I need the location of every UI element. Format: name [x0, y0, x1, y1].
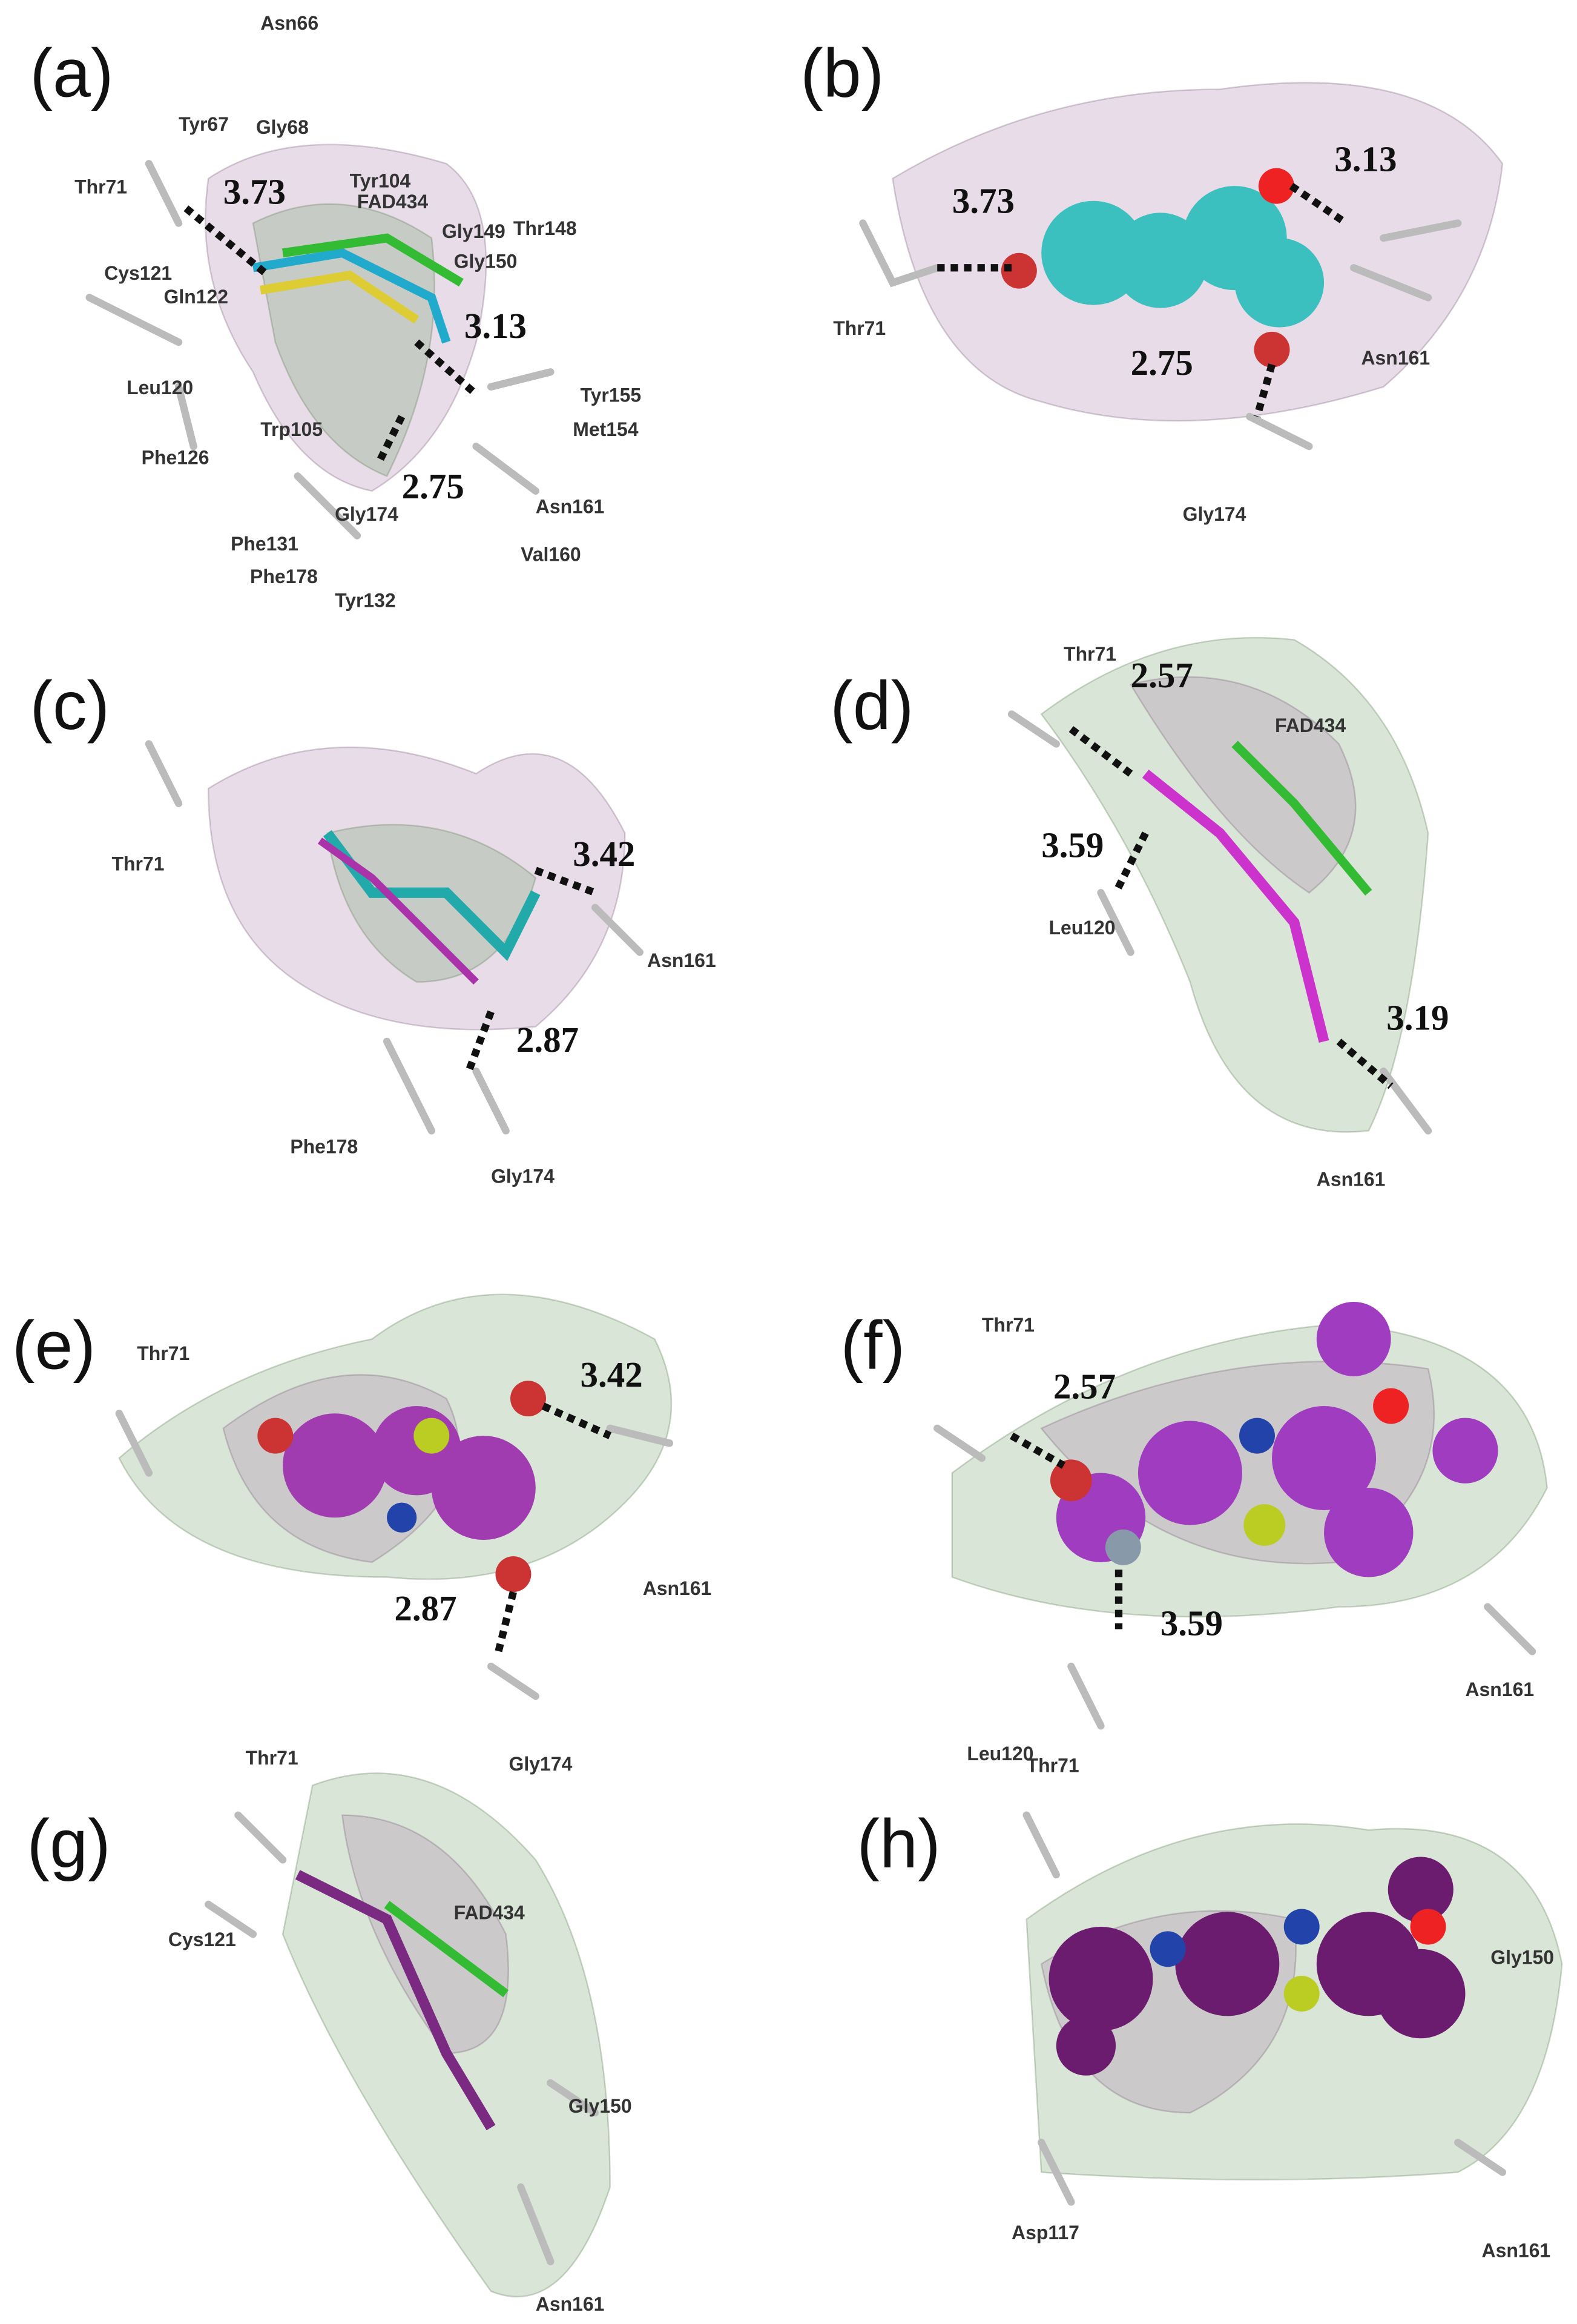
panel-d-art — [1007, 636, 1432, 1135]
residue-label: Val160 — [521, 543, 581, 565]
distance-label: 3.13 — [464, 306, 527, 346]
residue-label: Phe131 — [231, 533, 298, 555]
panel-a-art — [85, 144, 555, 540]
distance-label: 3.42 — [573, 834, 635, 874]
residue-label: Gly150 — [1490, 1946, 1554, 1968]
residue-label: Asn161 — [536, 496, 605, 518]
residue-label: Asn161 — [1482, 2239, 1551, 2261]
panel-g-art — [205, 1772, 611, 2297]
distance-label: 2.87 — [516, 1020, 579, 1060]
residue-label: Asp117 — [1012, 2222, 1079, 2243]
residue-label: Tyr132 — [335, 589, 396, 611]
distance-label: 3.73 — [952, 180, 1015, 220]
residue-label: Tyr155 — [581, 384, 642, 406]
residue-label: Gly150 — [454, 250, 518, 272]
residue-label: Thr71 — [246, 1747, 298, 1769]
residue-label: Tyr104 — [350, 170, 411, 192]
residue-label: Gly174 — [509, 1753, 573, 1775]
panel-label: (b) — [800, 35, 884, 111]
residue-label: Phe178 — [250, 566, 318, 587]
residue-label: Thr71 — [1064, 643, 1116, 665]
residue-label: Gln122 — [164, 286, 229, 308]
residue-label: Asn161 — [1361, 347, 1430, 369]
distance-label: 3.42 — [581, 1355, 643, 1395]
residue-label: Trp105 — [260, 418, 323, 440]
distance-label: 3.73 — [223, 172, 286, 212]
residue-label: Phe178 — [290, 1135, 358, 1157]
residue-label: Leu120 — [967, 1743, 1033, 1764]
distance-label: 2.57 — [1131, 655, 1193, 695]
residue-label: FAD434 — [357, 191, 428, 213]
residue-label: Cys121 — [104, 262, 172, 284]
distance-label: 3.59 — [1041, 825, 1104, 865]
residue-label: Asn161 — [647, 949, 716, 971]
residue-label: FAD434 — [1275, 715, 1346, 736]
residue-label: Thr71 — [137, 1342, 189, 1364]
panel-e-art — [115, 1293, 674, 1700]
residue-label: Leu120 — [1049, 917, 1115, 939]
residue-label: Gly149 — [442, 220, 505, 242]
panel-label: (f) — [840, 1307, 905, 1384]
distance-label: 2.75 — [1131, 343, 1193, 383]
panel-label: (e) — [12, 1307, 96, 1384]
residue-label: Cys121 — [168, 1929, 236, 1950]
panel-label: (d) — [830, 667, 914, 744]
panel-h-art — [1022, 1811, 1563, 2206]
residue-label: Gly174 — [335, 503, 398, 525]
residue-label: Asn161 — [536, 2293, 605, 2315]
residue-label: Thr71 — [982, 1314, 1035, 1336]
distance-label: 2.87 — [394, 1588, 456, 1628]
panel-label: (h) — [857, 1806, 941, 1882]
residue-label: Asn66 — [260, 12, 318, 34]
residue-label: Asn161 — [1317, 1168, 1386, 1190]
residue-label: Leu120 — [127, 377, 193, 398]
residue-label: Asn161 — [1465, 1679, 1534, 1700]
residue-label: Thr71 — [833, 317, 886, 339]
panel-c-art — [145, 740, 644, 1135]
distance-label: 3.59 — [1161, 1603, 1223, 1643]
residue-label: Gly174 — [1183, 503, 1246, 525]
residue-label: Asn161 — [643, 1577, 712, 1599]
residue-label: Gly174 — [491, 1165, 555, 1187]
residue-label: Phe126 — [142, 447, 209, 469]
panel-label: (a) — [30, 35, 113, 111]
distance-label: 3.19 — [1386, 997, 1449, 1037]
residue-label: Thr71 — [74, 176, 127, 197]
residue-label: Met154 — [573, 418, 639, 440]
distance-label: 3.13 — [1334, 139, 1397, 179]
residue-label: Tyr67 — [179, 113, 229, 135]
residue-label: Gly68 — [256, 116, 309, 138]
residue-label: Thr148 — [513, 217, 577, 239]
residue-label: Gly150 — [568, 2095, 632, 2117]
panel-label: (g) — [27, 1806, 110, 1882]
panel-label: (c) — [30, 667, 110, 744]
distance-label: 2.57 — [1053, 1367, 1116, 1407]
residue-label: Thr71 — [1027, 1754, 1079, 1776]
distance-label: 2.75 — [402, 466, 464, 506]
panel-b-art — [859, 82, 1504, 451]
residue-label: FAD434 — [454, 1902, 525, 1924]
panel-f-art — [933, 1301, 1548, 1730]
residue-label: Thr71 — [112, 853, 165, 874]
